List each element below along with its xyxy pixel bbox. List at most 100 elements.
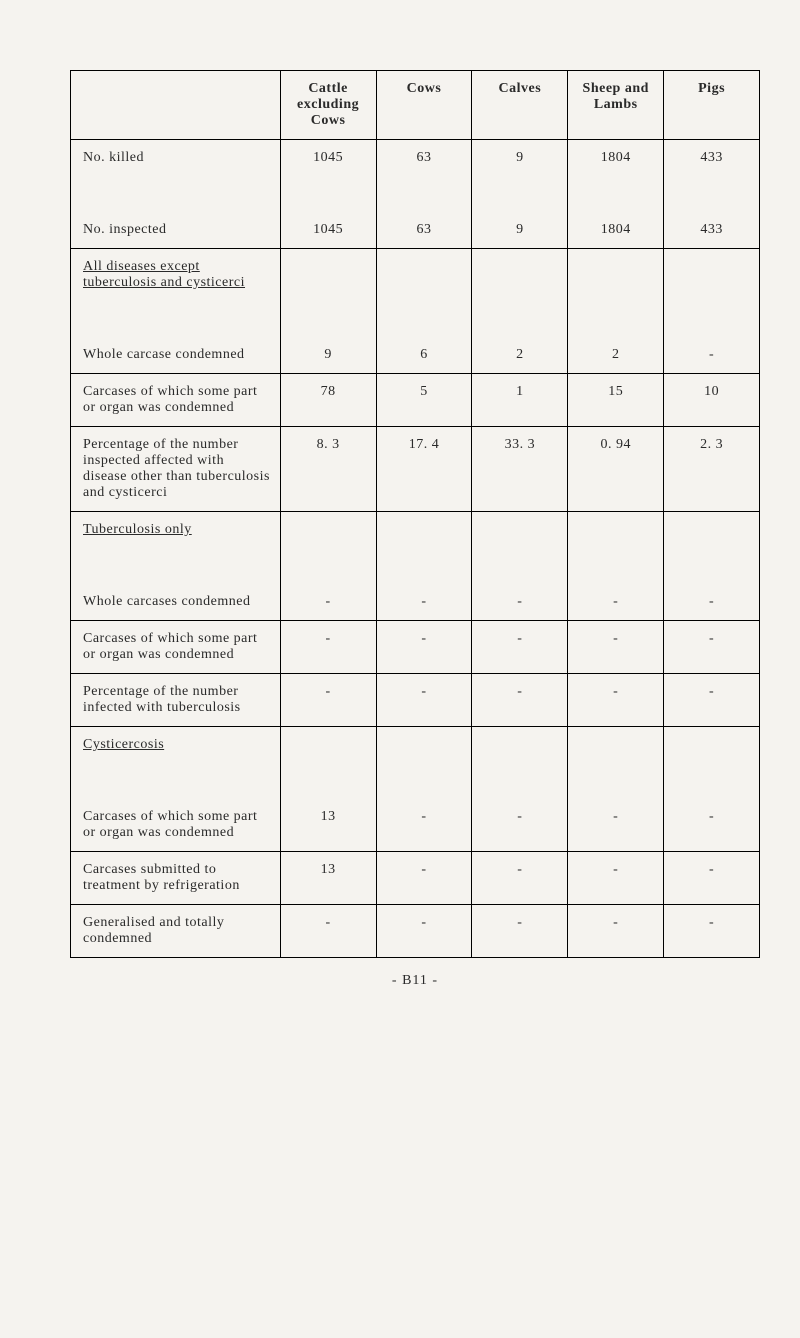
data-cell: - bbox=[568, 584, 664, 621]
empty-cell bbox=[376, 727, 472, 764]
data-cell: 9 bbox=[472, 140, 568, 177]
spacer-cell bbox=[280, 763, 376, 799]
data-cell: - bbox=[568, 621, 664, 674]
row-label: Whole carcase condemned bbox=[71, 337, 281, 374]
empty-cell bbox=[280, 727, 376, 764]
page-footer: - B11 - bbox=[70, 973, 760, 989]
header-blank bbox=[71, 71, 281, 140]
section-header-label: Cysticercosis bbox=[71, 727, 281, 764]
row-label: Carcases of which some part or organ was… bbox=[71, 621, 281, 674]
data-cell: - bbox=[280, 674, 376, 727]
spacer-cell bbox=[472, 548, 568, 584]
data-cell: - bbox=[280, 905, 376, 958]
empty-cell bbox=[664, 249, 760, 302]
data-cell: 1045 bbox=[280, 212, 376, 249]
empty-cell bbox=[664, 512, 760, 549]
empty-cell bbox=[376, 512, 472, 549]
section-header-label: Tuberculosis only bbox=[71, 512, 281, 549]
table-row: Percentage of the number inspected affec… bbox=[71, 427, 760, 512]
data-cell: 2 bbox=[472, 337, 568, 374]
spacer-cell bbox=[376, 176, 472, 212]
section-header-row: Cysticercosis bbox=[71, 727, 760, 764]
spacer-cell bbox=[664, 176, 760, 212]
data-cell: - bbox=[472, 674, 568, 727]
spacer-cell bbox=[568, 763, 664, 799]
data-cell: - bbox=[568, 852, 664, 905]
row-label: Percentage of the number inspected affec… bbox=[71, 427, 281, 512]
empty-cell bbox=[568, 727, 664, 764]
data-cell: - bbox=[568, 674, 664, 727]
empty-cell bbox=[280, 512, 376, 549]
data-cell: - bbox=[376, 905, 472, 958]
spacer-cell bbox=[472, 763, 568, 799]
data-cell: - bbox=[664, 799, 760, 852]
row-label: Carcases of which some part or organ was… bbox=[71, 799, 281, 852]
data-cell: 2 bbox=[568, 337, 664, 374]
spacer-cell bbox=[71, 548, 281, 584]
section-header-row: All diseases except tuberculosis and cys… bbox=[71, 249, 760, 302]
data-cell: - bbox=[472, 584, 568, 621]
spacer-cell bbox=[664, 548, 760, 584]
spacer-cell bbox=[71, 763, 281, 799]
empty-cell bbox=[664, 727, 760, 764]
section-header-label: All diseases except tuberculosis and cys… bbox=[71, 249, 281, 302]
data-cell: - bbox=[568, 905, 664, 958]
data-cell: - bbox=[472, 621, 568, 674]
section-header-row: Tuberculosis only bbox=[71, 512, 760, 549]
data-cell: - bbox=[280, 584, 376, 621]
row-label: Whole carcases condemned bbox=[71, 584, 281, 621]
data-cell: 433 bbox=[664, 212, 760, 249]
data-cell: - bbox=[280, 621, 376, 674]
spacer-cell bbox=[472, 301, 568, 337]
table-row: Carcases of which some part or organ was… bbox=[71, 621, 760, 674]
empty-cell bbox=[280, 249, 376, 302]
data-cell: 8. 3 bbox=[280, 427, 376, 512]
spacer-row bbox=[71, 548, 760, 584]
data-cell: 1804 bbox=[568, 140, 664, 177]
data-cell: - bbox=[664, 621, 760, 674]
table-row: Whole carcases condemned----- bbox=[71, 584, 760, 621]
spacer-cell bbox=[472, 176, 568, 212]
spacer-cell bbox=[71, 301, 281, 337]
data-cell: 63 bbox=[376, 212, 472, 249]
data-table: Cattle excluding Cows Cows Calves Sheep … bbox=[70, 70, 760, 958]
table-row: Carcases submitted to treatment by refri… bbox=[71, 852, 760, 905]
row-label: No. killed bbox=[71, 140, 281, 177]
spacer-cell bbox=[664, 763, 760, 799]
table-row: No. killed10456391804433 bbox=[71, 140, 760, 177]
header-sheep: Sheep and Lambs bbox=[568, 71, 664, 140]
data-cell: 6 bbox=[376, 337, 472, 374]
data-cell: 17. 4 bbox=[376, 427, 472, 512]
data-cell: 2. 3 bbox=[664, 427, 760, 512]
data-cell: - bbox=[664, 905, 760, 958]
data-cell: 9 bbox=[472, 212, 568, 249]
data-cell: 5 bbox=[376, 374, 472, 427]
empty-cell bbox=[376, 249, 472, 302]
row-label: Carcases of which some part or organ was… bbox=[71, 374, 281, 427]
data-cell: - bbox=[472, 905, 568, 958]
row-label: Percentage of the number infected with t… bbox=[71, 674, 281, 727]
table-row: No. inspected10456391804433 bbox=[71, 212, 760, 249]
data-cell: - bbox=[472, 799, 568, 852]
spacer-cell bbox=[280, 301, 376, 337]
header-cattle: Cattle excluding Cows bbox=[280, 71, 376, 140]
spacer-cell bbox=[280, 548, 376, 584]
data-cell: 10 bbox=[664, 374, 760, 427]
table-header-row: Cattle excluding Cows Cows Calves Sheep … bbox=[71, 71, 760, 140]
table-row: Carcases of which some part or organ was… bbox=[71, 799, 760, 852]
data-cell: 1045 bbox=[280, 140, 376, 177]
table-body: No. killed10456391804433 No. inspected10… bbox=[71, 140, 760, 958]
data-cell: 15 bbox=[568, 374, 664, 427]
row-label: No. inspected bbox=[71, 212, 281, 249]
empty-cell bbox=[568, 512, 664, 549]
spacer-cell bbox=[568, 301, 664, 337]
data-cell: 78 bbox=[280, 374, 376, 427]
table-row: Carcases of which some part or organ was… bbox=[71, 374, 760, 427]
spacer-row bbox=[71, 176, 760, 212]
spacer-cell bbox=[376, 548, 472, 584]
table-row: Percentage of the number infected with t… bbox=[71, 674, 760, 727]
spacer-cell bbox=[568, 176, 664, 212]
data-cell: 1804 bbox=[568, 212, 664, 249]
spacer-row bbox=[71, 763, 760, 799]
data-cell: - bbox=[664, 584, 760, 621]
